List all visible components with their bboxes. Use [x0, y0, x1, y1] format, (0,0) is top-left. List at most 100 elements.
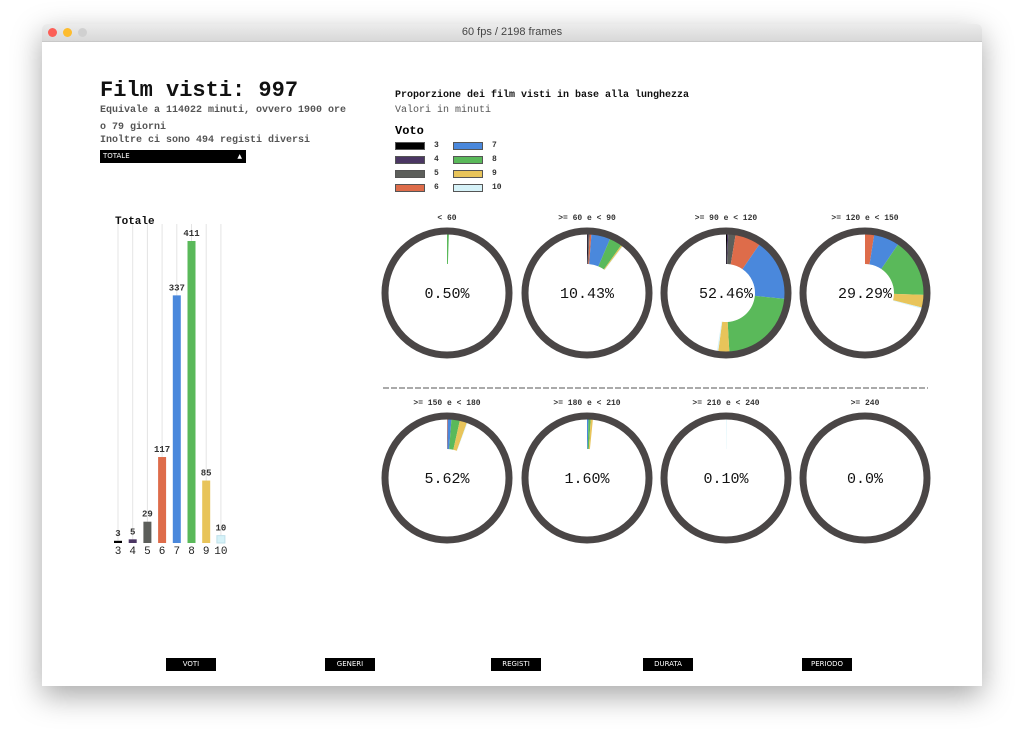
- donut-ring: [660, 227, 792, 359]
- window-title: 60 fps / 2198 frames: [461, 26, 563, 38]
- donut-3: >= 120 e < 150 29.29%: [799, 214, 931, 359]
- donut-2: >= 90 e < 120 52.46%: [660, 214, 792, 359]
- zoom-icon[interactable]: [78, 28, 87, 37]
- donut-ring: [381, 412, 513, 544]
- minutes-text: Equivale a 114022 minuti, ovvero 1900 or…: [100, 105, 347, 116]
- legend-item-3: 3: [395, 141, 439, 150]
- donut-percent-label: 1.60%: [564, 471, 610, 488]
- bar-value-label: 337: [169, 283, 185, 293]
- donut-slice-vote-6: [447, 419, 448, 450]
- x-tick-label: 5: [144, 546, 151, 558]
- legend-item-9: 9: [453, 169, 497, 178]
- donut-slice-vote-8: [449, 419, 460, 450]
- title-bar: 60 fps / 2198 frames: [42, 24, 982, 42]
- donut-slice-vote-5: [587, 234, 590, 265]
- bar-value-label: 117: [154, 445, 170, 455]
- legend-label: 5: [434, 169, 439, 178]
- x-tick-label: 4: [129, 546, 136, 558]
- donut-ring: [521, 227, 653, 359]
- donut-6: >= 210 e < 240 0.10%: [660, 399, 792, 544]
- caret-up-icon: ▲: [237, 153, 242, 160]
- donut-bin-label: >= 60 e < 90: [558, 214, 616, 223]
- donut-ring: [660, 412, 792, 544]
- bar-7: [172, 295, 181, 543]
- donut-slice-vote-9: [893, 293, 924, 308]
- x-tick-label: 9: [203, 546, 210, 558]
- donut-ring: [381, 227, 513, 359]
- category-select[interactable]: TOTALE ▲: [100, 150, 246, 163]
- donut-slice-vote-10: [604, 245, 624, 271]
- legend-title: Voto: [395, 124, 424, 138]
- legend-item-6: 6: [395, 183, 439, 192]
- donut-slice-vote-10: [456, 422, 468, 451]
- legend-swatch: [453, 141, 483, 150]
- chart-subtitle: Valori in minuti: [395, 105, 492, 116]
- legend-label: 3: [434, 141, 439, 150]
- x-tick-label: 6: [159, 546, 166, 558]
- donut-slice-vote-7: [742, 244, 785, 299]
- legend-item-7: 7: [453, 141, 497, 150]
- donut-1: >= 60 e < 90 10.43%: [521, 214, 653, 359]
- legend-item-5: 5: [395, 169, 439, 178]
- bar-value-label: 29: [142, 510, 153, 520]
- bar-value-label: 85: [201, 469, 212, 479]
- nav-button-generi[interactable]: GENERI: [325, 658, 375, 671]
- donut-5: >= 180 e < 210 1.60%: [521, 399, 653, 544]
- bar-10: [216, 535, 226, 544]
- donut-percent-label: 0.50%: [424, 286, 470, 303]
- legend-label: 10: [492, 183, 502, 192]
- donut-slice-vote-9: [453, 420, 467, 451]
- legend-label: 9: [492, 169, 497, 178]
- donut-bin-label: >= 90 e < 120: [695, 214, 758, 223]
- donut-0: < 60 0.50%: [381, 214, 513, 359]
- minimize-icon[interactable]: [63, 28, 72, 37]
- donut-slice-vote-6: [865, 233, 875, 265]
- bar-3: [114, 540, 122, 543]
- donut-slice-vote-7: [869, 234, 899, 270]
- legend-swatch: [395, 183, 425, 192]
- donut-slice-vote-10: [726, 419, 727, 450]
- donut-slice-vote-9: [588, 419, 593, 450]
- donut-slice-vote-3: [587, 234, 588, 265]
- donut-ring: [521, 412, 653, 544]
- donut-slice-vote-8: [587, 419, 591, 450]
- x-tick-label: 8: [188, 546, 195, 558]
- bar-6: [158, 457, 167, 543]
- donut-slice-vote-8: [598, 238, 622, 270]
- legend-swatch: [395, 169, 425, 178]
- donut-bin-label: < 60: [437, 214, 456, 223]
- donut-slice-vote-7: [587, 419, 589, 450]
- donut-bin-label: >= 240: [851, 399, 880, 408]
- legend-item-10: 10: [453, 183, 502, 192]
- donut-percent-label: 52.46%: [699, 286, 754, 303]
- nav-button-registi[interactable]: REGISTI: [491, 658, 541, 671]
- donut-slice-vote-4: [726, 234, 729, 265]
- donut-percent-label: 0.0%: [847, 471, 884, 488]
- nav-button-voti[interactable]: VOTI: [166, 658, 216, 671]
- bar-value-label: 5: [130, 527, 135, 537]
- donut-percent-label: 29.29%: [838, 286, 893, 303]
- donut-bin-label: >= 210 e < 240: [692, 399, 759, 408]
- legend-label: 8: [492, 155, 497, 164]
- legend-label: 7: [492, 141, 497, 150]
- donut-4: >= 150 e < 180 5.62%: [381, 399, 513, 544]
- donut-slice-vote-6: [588, 234, 592, 265]
- nav-button-periodo[interactable]: PERIODO: [802, 658, 852, 671]
- bar-9: [202, 480, 211, 543]
- donut-slice-vote-10: [716, 321, 723, 352]
- legend-swatch: [453, 169, 483, 178]
- donut-percent-label: 0.10%: [703, 471, 749, 488]
- donut-slice-vote-10: [892, 300, 923, 309]
- donut-slice-vote-4: [587, 234, 589, 265]
- donut-slice-vote-8: [447, 234, 449, 265]
- bar-4: [128, 539, 137, 543]
- app-window: 60 fps / 2198 frames Film visti: 997 Equ…: [42, 24, 982, 686]
- close-icon[interactable]: [48, 28, 57, 37]
- donut-percent-label: 10.43%: [560, 286, 615, 303]
- donut-percent-label: 5.62%: [424, 471, 470, 488]
- donut-slice-vote-5: [727, 234, 736, 265]
- donut-slice-vote-7: [447, 419, 452, 450]
- legend-label: 4: [434, 155, 439, 164]
- nav-button-durata[interactable]: DURATA: [643, 658, 693, 671]
